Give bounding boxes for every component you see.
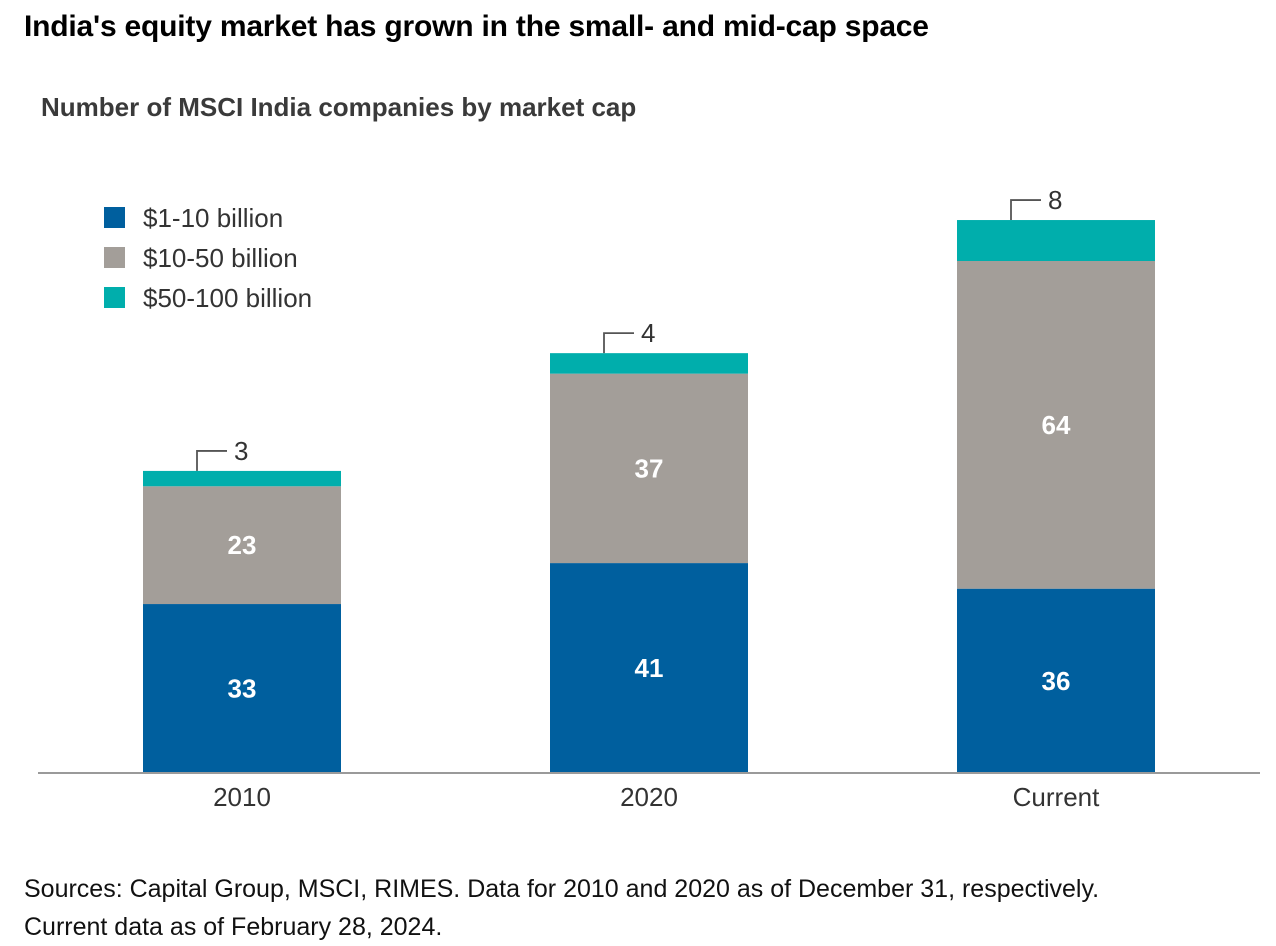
- data-label: 8: [1048, 185, 1062, 215]
- bar-2020-series-1: [550, 373, 748, 564]
- legend-label: $1-10 billion: [143, 203, 283, 233]
- bar-current-series-2: [957, 220, 1155, 261]
- leader-line: [196, 450, 227, 471]
- x-tick-label: 2010: [213, 782, 271, 812]
- legend-label: $10-50 billion: [143, 243, 298, 273]
- data-label: 4: [641, 318, 655, 348]
- bar-2010-series-0: [143, 604, 341, 773]
- chart-title: Number of MSCI India companies by market…: [41, 92, 637, 122]
- bar-2020-series-2: [550, 353, 748, 374]
- legend-swatch: [104, 287, 125, 308]
- bar-2010-series-1: [143, 486, 341, 605]
- data-label: 64: [1042, 410, 1071, 440]
- stacked-bar-chart: 33 23 3 2010 41 37 4 2020 36 64 8 Current $1-10 bill…: [38, 185, 1260, 812]
- data-label: 33: [228, 674, 257, 704]
- x-tick-label: 2020: [620, 782, 678, 812]
- data-label: 3: [234, 436, 248, 466]
- legend-swatch: [104, 247, 125, 268]
- data-label: 37: [635, 453, 664, 483]
- data-label: 36: [1042, 666, 1071, 696]
- leader-line: [1010, 199, 1041, 221]
- x-tick-label: Current: [1013, 782, 1100, 812]
- data-label: 23: [228, 530, 257, 560]
- legend-swatch: [104, 207, 125, 228]
- bar-2010-series-2: [143, 470, 341, 487]
- bar-current-series-1: [957, 261, 1155, 589]
- source-note: Sources: Capital Group, MSCI, RIMES. Dat…: [24, 870, 1099, 946]
- chart-headline: India's equity market has grown in the s…: [24, 10, 929, 43]
- bar-current-series-0: [957, 588, 1155, 773]
- source-line-1: Sources: Capital Group, MSCI, RIMES. Dat…: [24, 875, 1100, 903]
- leader-line: [603, 332, 634, 354]
- source-line-2: Current data as of February 28, 2024.: [24, 913, 443, 941]
- legend-label: $50-100 billion: [143, 283, 312, 313]
- bar-2020-series-0: [550, 563, 748, 773]
- data-label: 41: [635, 653, 664, 683]
